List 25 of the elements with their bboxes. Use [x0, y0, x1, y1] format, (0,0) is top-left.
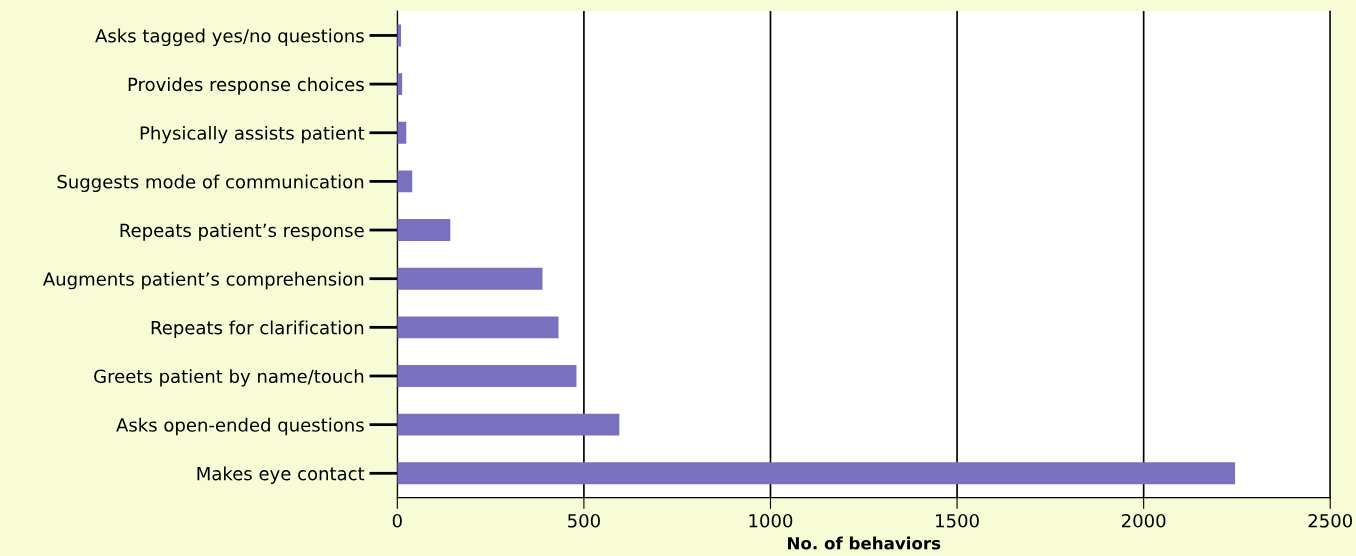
bar [397, 365, 577, 387]
x-tick-label: 1000 [749, 513, 793, 528]
y-tick-label: Repeats for clarification [151, 320, 364, 338]
x-tick-label: 0 [392, 513, 402, 528]
bar [397, 413, 620, 436]
y-tick-label: Asks open-ended questions [116, 417, 364, 436]
bar [397, 219, 451, 241]
y-tick-label: Suggests mode of communication [57, 174, 364, 193]
x-axis-title: No. of behaviors [788, 536, 941, 550]
y-tick-label: Augments patient’s comprehension [43, 271, 364, 290]
y-tick-label: Provides response choices [128, 77, 364, 95]
bar [397, 121, 407, 144]
bar [397, 316, 559, 339]
bar [397, 267, 543, 290]
x-tick-label: 500 [568, 513, 600, 528]
x-tick-label: 1500 [936, 513, 979, 528]
y-tick-label: Makes eye contact [197, 466, 365, 484]
x-tick-label: 2500 [1308, 513, 1353, 528]
y-tick-label: Asks tagged yes/no questions [95, 28, 364, 47]
bar [397, 462, 1236, 485]
y-tick-label: Greets patient by name/touch [94, 369, 364, 387]
y-tick-label: Repeats patient’s response [120, 223, 364, 241]
bar [397, 170, 413, 193]
x-tick-label: 2000 [1122, 513, 1166, 528]
y-tick-label: Physically assists patient [140, 125, 365, 144]
